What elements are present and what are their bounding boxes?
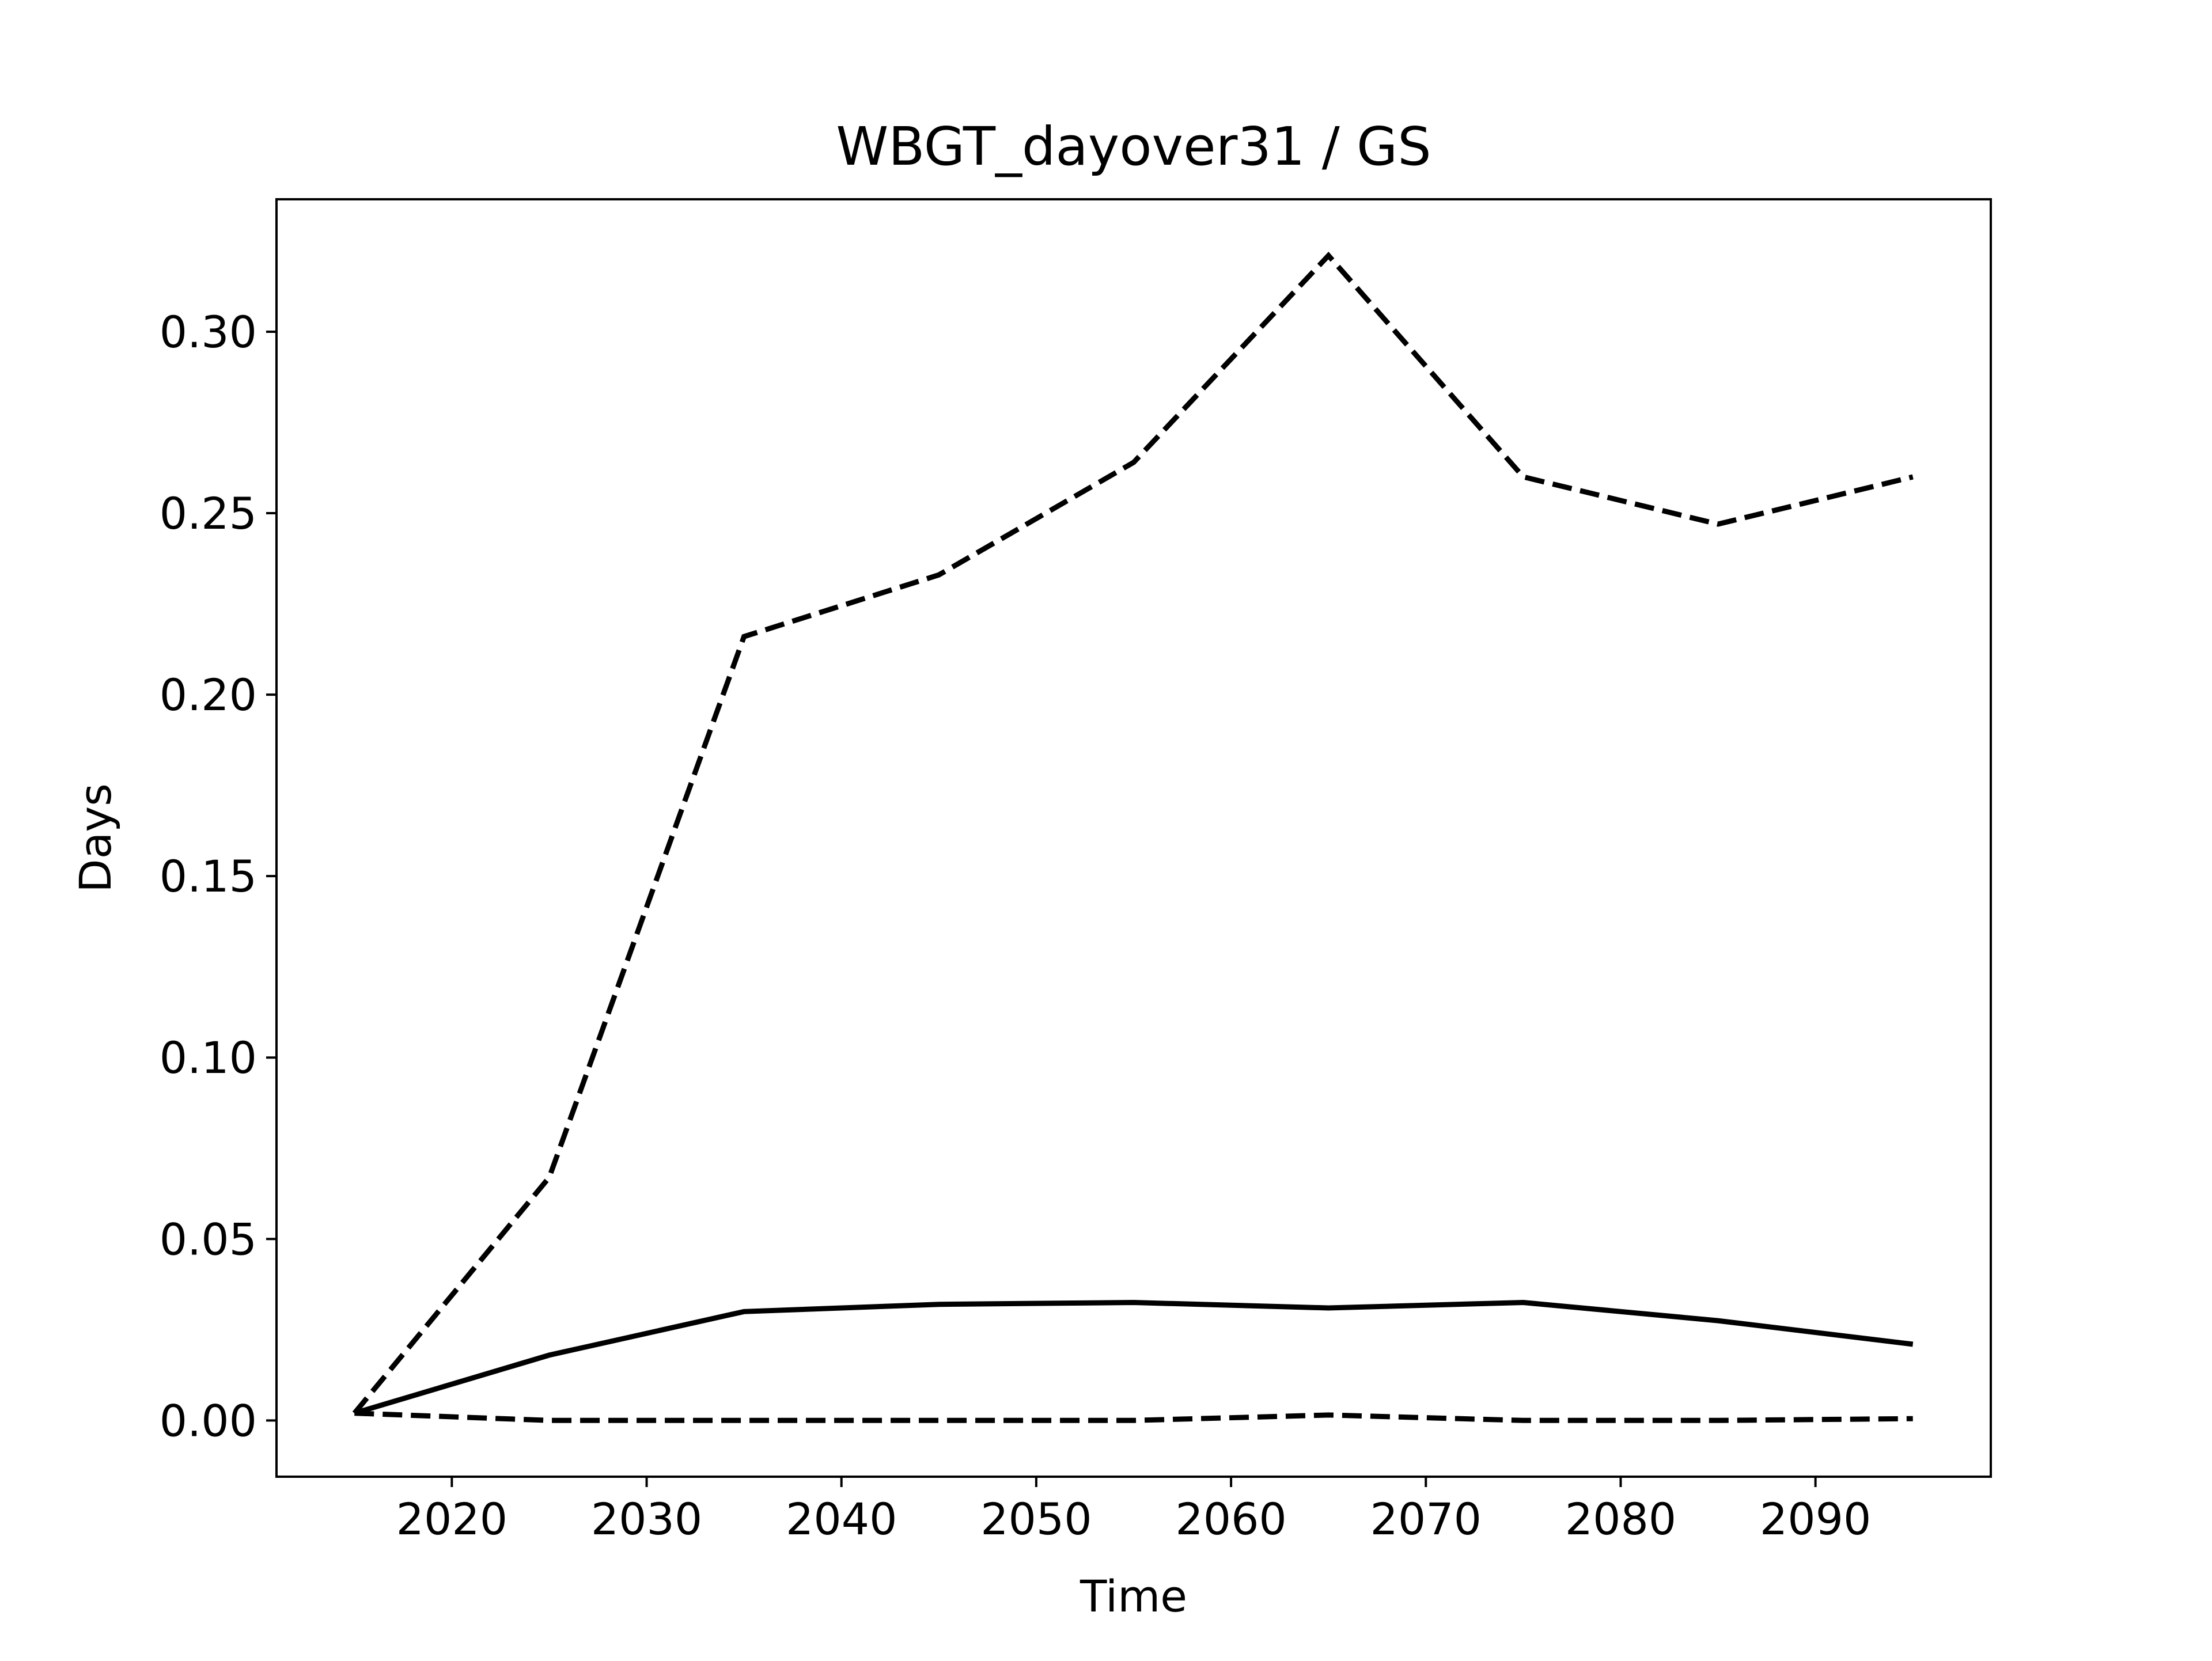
y-tick-label: 0.15	[160, 851, 257, 902]
y-tick-label: 0.00	[160, 1395, 257, 1446]
x-axis-label: Time	[1080, 1571, 1187, 1622]
x-tick-label: 2090	[1760, 1493, 1871, 1545]
x-tick-label: 2020	[396, 1493, 507, 1545]
plot-area	[276, 199, 1991, 1477]
x-tick-label: 2050	[980, 1493, 1092, 1545]
upper-dashed-series-line	[352, 252, 1914, 1415]
chart-title: WBGT_dayover31 / GS	[836, 116, 1431, 177]
x-tick-label: 2060	[1175, 1493, 1286, 1545]
lower-dashed-series-line	[354, 1410, 1913, 1423]
y-tick-label: 0.05	[160, 1213, 257, 1265]
x-tick-label: 2070	[1370, 1493, 1482, 1545]
y-tick-label: 0.20	[160, 669, 257, 720]
x-tick-label: 2040	[786, 1493, 897, 1545]
y-axis-label: Days	[70, 783, 121, 893]
y-tick-label: 0.25	[160, 488, 257, 539]
x-tick-label: 2080	[1565, 1493, 1676, 1545]
ticks-layer: 2020 2030 2040 2050 2060 2070 2080 2090 0.00 0.05…	[160, 306, 1872, 1545]
mean-solid-series-line	[354, 1299, 1914, 1416]
axes-frame	[275, 198, 1992, 1478]
series-layer	[352, 252, 1914, 1423]
y-tick-label: 0.10	[160, 1032, 257, 1083]
y-tick-label: 0.30	[160, 306, 257, 358]
x-tick-label: 2030	[591, 1493, 702, 1545]
